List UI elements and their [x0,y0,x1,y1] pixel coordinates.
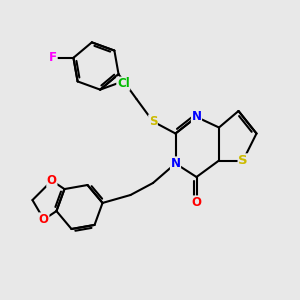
Text: O: O [47,174,57,187]
Text: O: O [39,213,49,226]
Text: S: S [238,154,248,167]
Text: Cl: Cl [117,77,130,90]
Text: F: F [49,51,57,64]
Text: N: N [191,110,202,124]
Text: S: S [149,115,157,128]
Text: O: O [191,196,202,209]
Text: N: N [170,157,181,170]
